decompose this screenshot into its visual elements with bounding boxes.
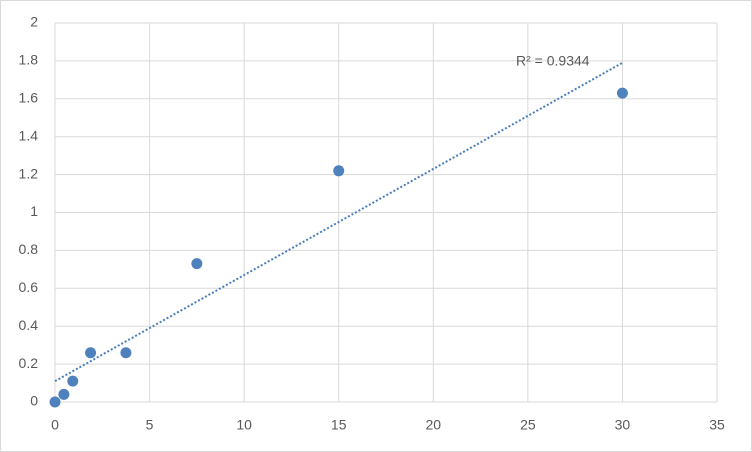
y-tick-label: 0.8 [19, 241, 39, 257]
y-tick-label: 1.8 [19, 52, 39, 68]
y-tick-label: 1.4 [19, 127, 39, 143]
point [333, 165, 345, 177]
x-tick-label: 5 [146, 417, 154, 433]
point [58, 388, 70, 400]
x-tick-label: 25 [520, 417, 536, 433]
point [67, 375, 79, 387]
y-tick-label: 2 [30, 14, 38, 30]
x-tick-label: 35 [709, 417, 725, 433]
trendline [54, 61, 623, 383]
x-tick-label: 30 [615, 417, 631, 433]
y-tick-label: 0 [30, 393, 38, 409]
point [616, 87, 628, 99]
x-tick-label: 0 [51, 417, 59, 433]
y-tick-label: 1.6 [19, 90, 39, 106]
trendline-annotation: R² = 0.9344 [516, 53, 590, 69]
point [49, 396, 61, 408]
y-tick-label: 1.2 [19, 165, 39, 181]
x-tick-label: 10 [236, 417, 252, 433]
y-tick-label: 0.6 [19, 279, 39, 295]
y-tick-label: 0.2 [19, 355, 39, 371]
y-tick-label: 0.4 [19, 317, 39, 333]
y-tick-label: 1 [30, 203, 38, 219]
point [191, 258, 203, 270]
point [85, 347, 97, 359]
x-tick-label: 20 [425, 417, 441, 433]
x-tick-label: 15 [331, 417, 347, 433]
point [120, 347, 132, 359]
